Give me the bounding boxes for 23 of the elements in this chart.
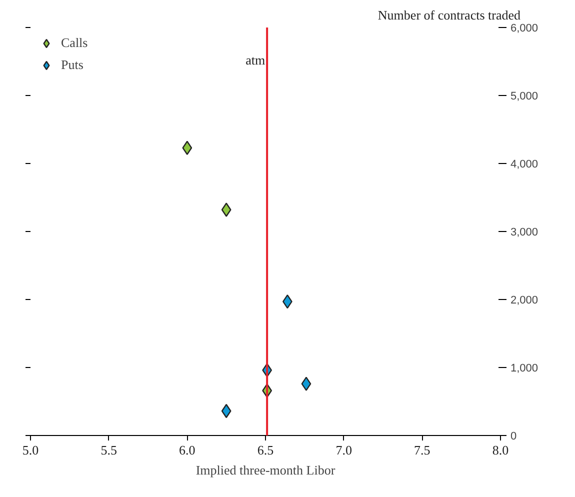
y-tick-label: 6,000 — [510, 22, 538, 34]
y-tick-label: 2,000 — [510, 294, 538, 306]
y-tick-label: 5,000 — [510, 90, 538, 102]
point — [182, 140, 192, 155]
x-tick-label: 7.0 — [336, 442, 352, 458]
y-tick-label: 4,000 — [510, 158, 538, 170]
point — [221, 404, 232, 418]
x-tick-label: 5.5 — [100, 442, 117, 458]
y-tick-label: 3,000 — [510, 226, 538, 238]
y-axis-title: Number of contracts traded — [378, 8, 521, 22]
legend-label: Calls — [61, 35, 88, 51]
y-tick-label: 0 — [510, 430, 517, 442]
x-tick-label: 8.0 — [492, 442, 509, 458]
point — [221, 202, 232, 217]
point — [301, 376, 312, 391]
legend-label: Puts — [61, 57, 84, 73]
x-tick-label: 6.0 — [179, 442, 196, 458]
x-axis-title: Implied three-month Libor — [196, 462, 336, 478]
ref-line-label: atm — [246, 52, 266, 68]
y-tick-label: 1,000 — [510, 362, 538, 374]
x-tick-label: 5.0 — [22, 442, 39, 458]
x-tick-label: 6.5 — [257, 442, 274, 458]
x-tick-label: 7.5 — [414, 442, 430, 458]
